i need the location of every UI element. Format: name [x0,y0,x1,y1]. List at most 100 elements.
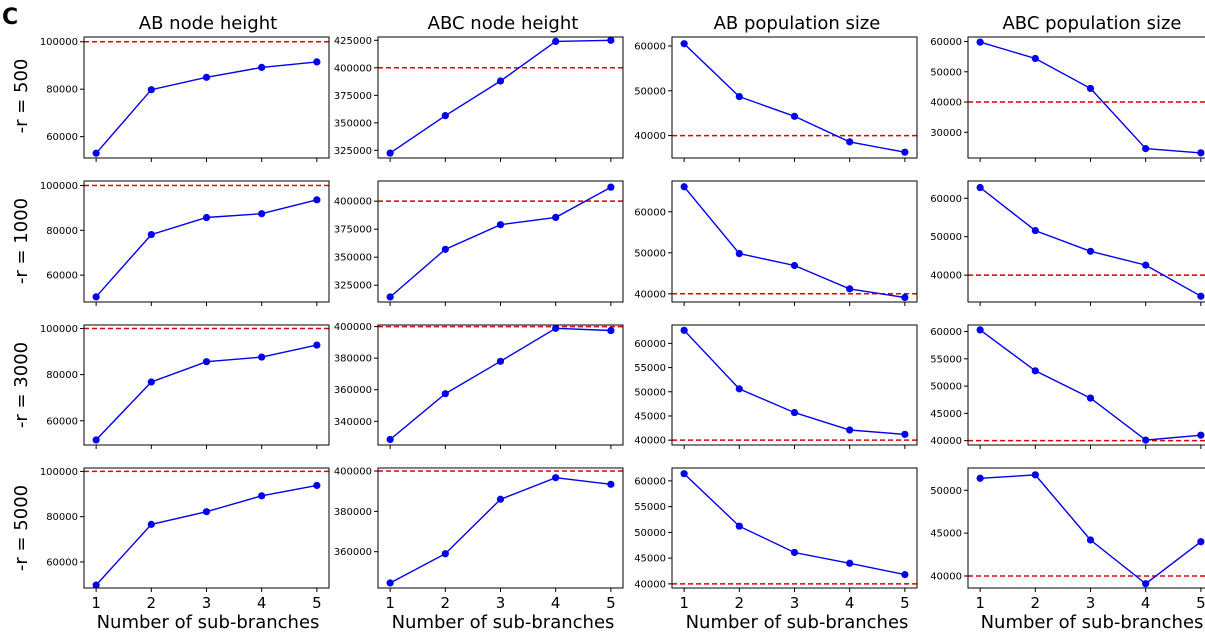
axes-frame [83,180,330,303]
data-point [790,112,799,120]
y-tick-label: 60000 [634,207,666,218]
x-tick-label: 3 [202,594,212,612]
x-tick-label: 4 [1141,594,1151,612]
y-tick-label: 380000 [334,354,372,365]
data-point [790,408,799,417]
y-tick-label: 100000 [40,324,78,335]
data-point [386,293,394,301]
y-tick-label: 50000 [634,387,666,398]
subplot-r2-c0: 60000 80000 100000 [40,324,330,449]
data-point [1086,247,1095,255]
subplot-r1-c1: 325000 350000 375000 400000 [334,180,624,306]
axes-frame [671,180,918,303]
data-point [92,436,100,444]
series-line [979,186,1202,297]
data-point [1197,538,1205,546]
data-point [1086,84,1095,93]
series-line [980,474,1202,585]
data-point [680,326,688,334]
x-tick-label: 3 [496,594,506,612]
data-point [1142,436,1150,444]
y-tick-label: 425000 [334,36,372,47]
series-line [389,186,612,298]
x-tick-label: 1 [91,594,101,612]
y-tick-label: 360000 [334,385,372,396]
data-point [258,63,266,71]
axes-frame [83,324,330,446]
axes-frame [377,36,624,159]
y-tick-label: 360000 [334,547,372,558]
data-point [441,245,449,253]
data-point [607,480,615,488]
data-point [92,293,100,301]
data-point [735,93,743,101]
data-point [735,522,743,530]
y-tick-label: 60000 [930,327,962,338]
data-point [386,149,394,157]
data-point [147,520,155,528]
data-point [92,581,100,589]
y-tick-label: 400000 [334,197,372,208]
data-point [680,183,688,191]
data-point [441,390,449,398]
y-tick-label: 45000 [634,411,666,422]
data-point [552,213,560,222]
x-tick-label: 3 [1086,594,1096,612]
y-tick-label: 60000 [634,41,666,52]
data-point [552,37,560,46]
y-tick-label: 50000 [930,382,962,393]
axes-frame [377,180,624,303]
axes-frame [967,324,1205,446]
y-tick-label: 55000 [634,363,666,374]
subplot-r3-c3: 40000 45000 50000 1 2 3 4 5 [930,467,1205,612]
subplot-r0-c0: 60000 80000 100000 [40,36,330,162]
data-point [496,77,505,85]
x-tick-label: 1 [975,594,985,612]
series-line [683,473,906,576]
x-tick-label: 2 [441,594,451,612]
y-tick-label: 55000 [634,502,666,513]
y-tick-label: 40000 [634,579,666,590]
data-point [313,481,321,490]
data-point [258,210,266,218]
data-point [790,261,799,270]
y-tick-label: 60000 [930,194,962,205]
data-point [901,148,909,156]
data-point [202,213,211,222]
data-point [258,492,266,500]
series-line [389,327,611,441]
y-tick-label: 80000 [46,226,78,237]
data-point [901,430,909,438]
data-point [92,149,100,157]
row-label-r-500: -r = 500 [11,59,32,134]
column-title-abc-node-height: ABC node height [428,13,579,34]
y-tick-label: 40000 [930,436,962,447]
subplot-r1-c3: 40000 50000 60000 [930,180,1205,306]
data-point [680,40,688,48]
x-axis-label-col-2: Number of sub-branches [392,612,615,632]
data-point [552,324,560,332]
y-tick-label: 45000 [634,554,666,565]
y-tick-label: 60000 [46,271,78,282]
y-tick-label: 55000 [930,354,962,365]
subplot-r2-c3: 40000 45000 50000 55000 60000 [930,324,1205,449]
series-line [979,41,1201,154]
subplot-grid: 60000 80000 100000 325000350000375000400000… [40,36,1205,612]
x-tick-label: 4 [551,594,561,612]
y-tick-label: 60000 [634,476,666,487]
row-label-r-3000: -r = 3000 [11,342,32,428]
y-tick-label: 50000 [930,67,962,78]
x-tick-label: 5 [312,594,322,612]
y-tick-label: 80000 [46,85,78,96]
y-tick-label: 50000 [634,86,666,97]
data-point [680,470,688,478]
x-tick-label: 3 [790,594,800,612]
y-tick-label: 100000 [40,37,78,48]
y-tick-label: 40000 [634,289,666,300]
axes-frame [671,324,918,446]
data-point [976,326,984,334]
y-tick-label: 60000 [46,132,78,143]
y-tick-label: 400000 [334,467,372,478]
series-line [389,39,611,154]
